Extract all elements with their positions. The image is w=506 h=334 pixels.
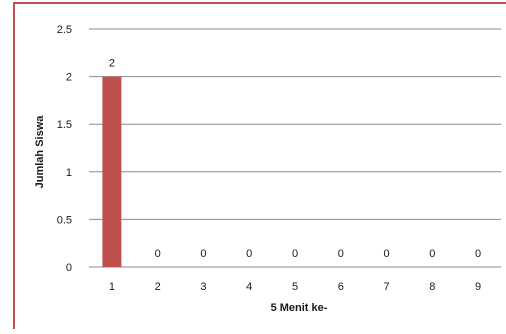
y-axis-label: Jumlah Siswa — [34, 115, 46, 189]
x-tick-label: 7 — [383, 281, 389, 293]
y-tick-label: 0 — [66, 262, 72, 274]
y-tick-label: 2.5 — [57, 24, 72, 36]
y-tick-label: 2 — [66, 72, 72, 84]
data-label: 0 — [429, 248, 435, 260]
y-tick-label: 0.5 — [57, 214, 72, 226]
x-tick-label: 4 — [246, 281, 252, 293]
data-label: 2 — [109, 58, 115, 70]
data-label: 0 — [155, 248, 161, 260]
x-tick-label: 1 — [109, 281, 115, 293]
x-tick-label: 9 — [475, 281, 481, 293]
x-tick-label: 3 — [200, 281, 206, 293]
y-tick-label: 1.5 — [57, 119, 72, 131]
data-label: 0 — [383, 248, 389, 260]
data-label: 0 — [292, 248, 298, 260]
data-label: 0 — [338, 248, 344, 260]
data-label: 0 — [246, 248, 252, 260]
chart-frame — [13, 2, 506, 329]
y-tick-label: 1 — [66, 167, 72, 179]
x-tick-label: 6 — [338, 281, 344, 293]
data-label: 0 — [200, 248, 206, 260]
data-label: 0 — [475, 248, 481, 260]
x-tick-label: 5 — [292, 281, 298, 293]
x-axis-label: 5 Menit ke- — [271, 302, 328, 314]
x-tick-label: 8 — [429, 281, 435, 293]
x-tick-label: 2 — [155, 281, 161, 293]
bar-1 — [102, 76, 122, 267]
